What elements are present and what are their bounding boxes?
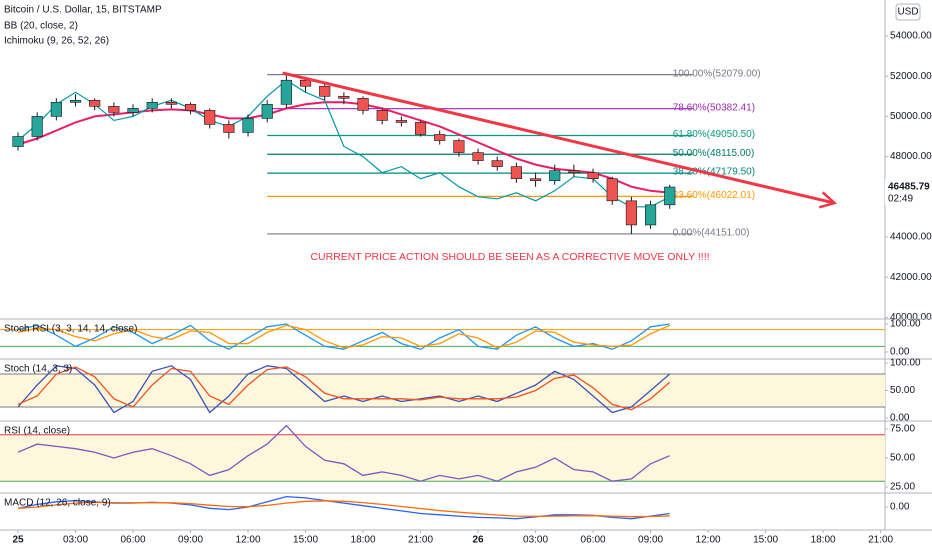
currency-button[interactable] xyxy=(895,3,921,21)
x-tick-label: 21:00 xyxy=(408,535,433,546)
candle-body xyxy=(645,204,657,226)
candle-body xyxy=(165,102,177,105)
indicator-line xyxy=(17,79,670,208)
legend-entry: BB (20, close, 2) xyxy=(4,21,78,32)
candle-body xyxy=(280,79,292,105)
x-tick-label: 15:00 xyxy=(753,535,778,546)
x-tick-label: 25 xyxy=(12,535,24,546)
x-tick-label: 09:00 xyxy=(178,535,203,546)
x-tick-label: 06:00 xyxy=(581,535,606,546)
y-tick-label: 25.00 xyxy=(890,482,915,493)
trend-line xyxy=(282,71,835,205)
y-tick-label: 50.00 xyxy=(890,385,915,396)
candle-body xyxy=(69,100,82,103)
candle-body xyxy=(242,118,254,133)
candle-body xyxy=(146,102,158,109)
pane-title: MACD (12, 26, close, 9) xyxy=(4,498,111,509)
fib-label: 78.60%(50382.41) xyxy=(673,102,755,113)
indicator-line xyxy=(17,366,671,411)
y-tick-label: 100.00 xyxy=(890,319,921,330)
y-tick-label: 50000.00 xyxy=(890,111,932,122)
candle-body xyxy=(108,106,120,113)
candle-body xyxy=(414,122,427,135)
candle-body xyxy=(127,108,139,113)
x-tick-label: 06:00 xyxy=(121,535,146,546)
candle-body xyxy=(549,170,561,182)
y-tick-label: 52000.00 xyxy=(890,71,932,82)
candle-body xyxy=(395,120,407,123)
candle-body xyxy=(434,134,446,141)
pane-title: RSI (14, close) xyxy=(4,426,70,437)
fib-label: 100.00%(52079.00) xyxy=(673,68,761,79)
candle-body xyxy=(453,140,465,153)
candle-body xyxy=(587,172,599,180)
x-tick-label: 18:00 xyxy=(811,535,836,546)
y-tick-label: 0.00 xyxy=(890,347,910,358)
symbol-title: Bitcoin / U.S. Dollar, 15, BITSTAMP xyxy=(4,5,162,16)
y-tick-label: 54000.00 xyxy=(890,31,932,42)
last-price: 46485.79 xyxy=(888,182,930,193)
countdown: 02:49 xyxy=(888,194,913,205)
annotation: CURRENT PRICE ACTION SHOULD BE SEEN AS A… xyxy=(310,251,709,263)
candle-body xyxy=(184,104,197,111)
pane-title: Stoch RSI (3, 3, 14, 14, close) xyxy=(4,324,137,335)
indicator-line xyxy=(17,365,671,414)
candle-body xyxy=(12,136,24,147)
candle-body xyxy=(625,200,637,226)
candle-body xyxy=(529,178,542,182)
candle-body xyxy=(568,170,580,173)
x-tick-label: 03:00 xyxy=(63,535,88,546)
y-tick-label: 75.00 xyxy=(890,424,915,435)
x-tick-label: 12:00 xyxy=(696,535,721,546)
candle-body xyxy=(664,186,676,206)
indicator-line xyxy=(17,500,670,518)
y-tick-label: 44000.00 xyxy=(890,232,932,243)
candle-body xyxy=(376,110,388,121)
fib-label: 38.20%(47179.50) xyxy=(673,167,755,178)
candle-body xyxy=(31,116,43,137)
x-tick-label: 21:00 xyxy=(868,535,893,546)
y-tick-label: 100.00 xyxy=(890,358,921,369)
candle-body xyxy=(357,98,369,111)
y-tick-label: 48000.00 xyxy=(890,151,932,162)
y-tick-label: 50.00 xyxy=(890,453,915,464)
candle-body xyxy=(491,160,503,167)
fib-label: 0.00%(44151.00) xyxy=(673,228,750,239)
indicator-line xyxy=(17,424,670,482)
level-band xyxy=(0,434,885,482)
legend-entry: Ichimoku (9, 26, 52, 26) xyxy=(4,36,109,47)
fib-label: 23.60%(46022.01) xyxy=(673,190,755,201)
x-tick-label: 26 xyxy=(472,535,484,546)
candle-body xyxy=(338,95,350,99)
y-tick-label: 0.00 xyxy=(890,502,910,513)
x-tick-label: 18:00 xyxy=(351,535,376,546)
fib-label: 50.00%(48115.00) xyxy=(673,148,755,159)
trend-arrow xyxy=(818,191,838,209)
indicator-line xyxy=(17,324,670,349)
candle-body xyxy=(50,102,62,117)
candle-body xyxy=(319,85,331,97)
candle-body xyxy=(204,110,216,125)
candle-body xyxy=(299,79,312,87)
y-tick-label: 0.00 xyxy=(890,413,910,424)
y-tick-label: 42000.00 xyxy=(890,272,932,283)
last-price-badge xyxy=(885,179,932,206)
x-tick-label: 03:00 xyxy=(523,535,548,546)
candle-body xyxy=(223,124,235,133)
candle-body xyxy=(261,104,273,119)
currency: USD xyxy=(897,7,918,18)
candle-body xyxy=(510,166,522,180)
x-tick-label: 12:00 xyxy=(236,535,261,546)
fib-label: 61.80%(49050.50) xyxy=(673,129,755,140)
candle-body xyxy=(89,100,101,107)
pane-title: Stoch (14, 3, 3) xyxy=(4,364,72,375)
candle-body xyxy=(606,178,618,202)
x-tick-label: 09:00 xyxy=(638,535,663,546)
x-tick-label: 15:00 xyxy=(293,535,318,546)
y-tick-label: 40000.00 xyxy=(890,312,932,323)
candle-body xyxy=(472,152,484,161)
panes: 25 03:00 06:00 09:00 12:00 15:00 18:00 21:00 26 0… xyxy=(0,5,932,546)
